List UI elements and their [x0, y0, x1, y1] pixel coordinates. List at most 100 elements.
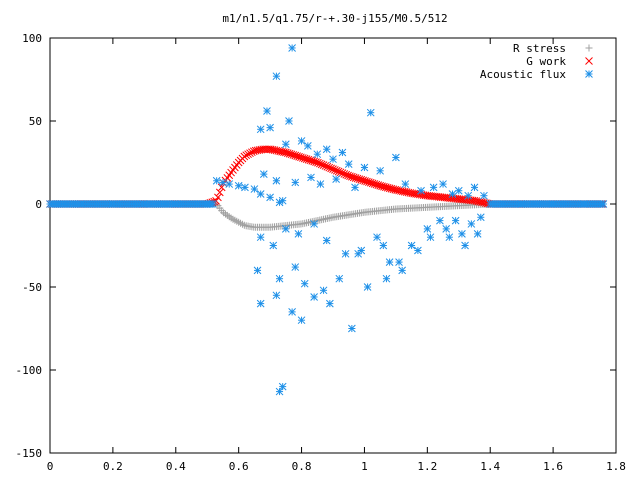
acoustic-flux-point [288, 308, 296, 316]
acoustic-flux-point [322, 236, 331, 245]
marker-stroke [272, 176, 281, 185]
marker-stroke [372, 180, 381, 189]
g-work-point [215, 188, 224, 197]
marker-stroke [436, 216, 444, 225]
marker-stroke [300, 279, 309, 288]
marker-stroke [387, 184, 396, 193]
acoustic-flux-point [266, 123, 274, 132]
marker-stroke [335, 274, 344, 283]
x-tick-label: 1.6 [543, 460, 563, 473]
acoustic-flux-point [344, 160, 353, 169]
marker-stroke [314, 158, 322, 167]
marker-stroke [281, 140, 290, 149]
g-work-point [261, 145, 269, 154]
marker-stroke [467, 220, 476, 228]
marker-stroke [423, 225, 432, 233]
marker-stroke [212, 176, 221, 185]
acoustic-flux-point [234, 181, 243, 190]
marker-stroke [294, 230, 303, 238]
marker-stroke [417, 186, 425, 195]
acoustic-flux-point [445, 233, 454, 242]
marker-stroke [332, 175, 340, 183]
marker-stroke [283, 149, 292, 157]
marker-stroke [480, 191, 488, 200]
marker-stroke [321, 162, 330, 170]
marker-stroke [445, 233, 454, 242]
acoustic-flux-point [291, 178, 300, 187]
marker-stroke [316, 180, 325, 188]
marker-stroke [351, 183, 359, 192]
marker-stroke [364, 178, 373, 187]
marker-stroke [414, 246, 422, 255]
marker-stroke [300, 154, 309, 163]
g-work-point [242, 151, 251, 160]
marker-stroke [259, 170, 268, 178]
legend-label-r-stress: R stress [513, 42, 566, 55]
marker-stroke [599, 200, 608, 208]
y-tick-label: -150 [16, 447, 43, 460]
acoustic-flux-point [351, 183, 359, 192]
acoustic-flux-point [275, 274, 284, 283]
marker-stroke [370, 180, 379, 188]
marker-stroke [291, 151, 300, 160]
x-tick-label: 1.8 [606, 460, 626, 473]
marker-stroke [287, 150, 296, 159]
marker-stroke [461, 241, 469, 250]
acoustic-flux-point [322, 145, 331, 154]
marker-stroke [288, 44, 296, 52]
marker-stroke [214, 193, 222, 202]
marker-stroke [439, 180, 447, 188]
chart-title: m1/n1.5/q1.75/r-+.30-j155/M0.5/512 [222, 12, 447, 25]
marker-stroke [281, 225, 290, 233]
marker-stroke [322, 236, 331, 245]
acoustic-flux-point [476, 213, 485, 222]
marker-stroke [442, 225, 451, 233]
marker-stroke [470, 183, 479, 192]
acoustic-flux-point [241, 183, 249, 192]
acoustic-flux-point [360, 163, 369, 172]
marker-stroke [351, 174, 360, 182]
marker-stroke [291, 263, 300, 271]
marker-stroke [256, 190, 265, 198]
acoustic-flux-point [266, 193, 274, 202]
marker-stroke [380, 182, 388, 191]
x-tick-label: 0.4 [166, 460, 186, 473]
acoustic-flux-point [225, 180, 234, 188]
acoustic-flux-point [263, 107, 271, 115]
marker-stroke [217, 183, 226, 192]
marker-stroke [241, 183, 249, 192]
acoustic-flux-point [332, 175, 340, 183]
marker-stroke [340, 170, 349, 178]
marker-stroke [361, 177, 369, 185]
legend-label-g-work: G work [526, 55, 566, 68]
marker-stroke [266, 193, 274, 202]
legend-marker-r-stress [585, 44, 593, 52]
acoustic-flux-point [423, 225, 432, 233]
acoustic-flux-point [436, 216, 444, 225]
acoustic-flux-series [46, 44, 608, 396]
acoustic-flux-baseline-point [599, 200, 608, 208]
g-work-point [246, 149, 254, 158]
data-marks [46, 44, 608, 396]
marker-stroke [376, 181, 385, 190]
marker-stroke [308, 157, 317, 165]
marker-stroke [378, 182, 386, 191]
acoustic-flux-point [326, 299, 334, 308]
acoustic-flux-point [473, 230, 482, 238]
marker-stroke [291, 178, 300, 187]
acoustic-flux-point [354, 249, 363, 258]
acoustic-flux-point [278, 196, 287, 205]
marker-stroke [297, 316, 306, 325]
marker-stroke [355, 175, 364, 184]
marker-stroke [289, 151, 298, 159]
g-work-series [46, 145, 607, 208]
marker-stroke [246, 149, 254, 158]
marker-stroke [353, 174, 362, 183]
acoustic-flux-point [310, 293, 318, 301]
acoustic-flux-point [329, 155, 337, 164]
marker-stroke [473, 230, 482, 238]
marker-stroke [359, 176, 368, 185]
acoustic-flux-point [294, 230, 303, 238]
x-tick-label: 0.6 [229, 460, 249, 473]
legend-marker-g-work [585, 57, 593, 65]
